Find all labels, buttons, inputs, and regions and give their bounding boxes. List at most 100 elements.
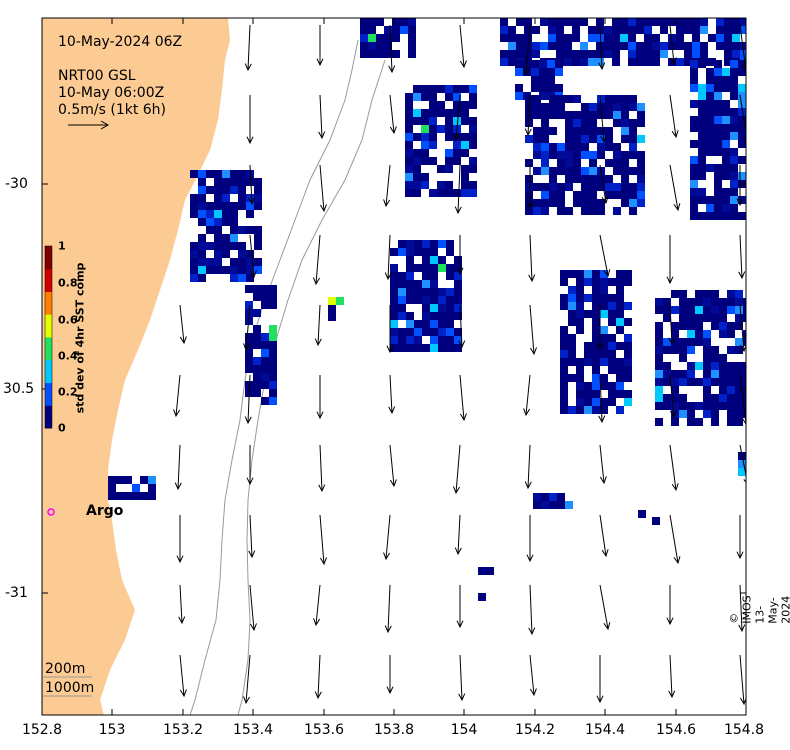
sst-cell [730,156,738,164]
sst-cell [684,50,692,58]
sst-cell [508,26,516,34]
sst-cell [406,240,414,248]
sst-cell [711,314,719,322]
sst-cell [608,334,616,342]
sst-cell [679,298,687,306]
sst-cell [730,108,738,116]
x-tick-153: 153 [98,722,126,738]
sst-cell [714,108,722,116]
sst-cell [613,111,621,119]
sst-cell [430,264,438,272]
sst-cell [198,178,206,186]
sst-cell [549,143,557,151]
sst-cell [687,410,695,418]
colorbar-tick-0.6: 0.6 [58,313,78,327]
current-arrow [599,584,609,630]
sst-cell [253,325,261,333]
sst-cell [453,85,461,93]
sst-cell [738,92,746,100]
sst-cell [592,294,600,302]
current-arrow-head [453,486,460,495]
sst-cell [695,314,703,322]
sst-cell [629,191,637,199]
sst-cell [548,42,556,50]
sst-cell [708,34,716,42]
sst-cell [703,306,711,314]
sst-cell [413,109,421,117]
sst-cell [655,338,663,346]
sst-cell [621,95,629,103]
sst-cell [568,334,576,342]
sst-cell [732,26,740,34]
sst-cell [679,322,687,330]
current-arrow-head [524,481,532,490]
sst-cell [690,76,698,84]
sst-cell [541,159,549,167]
contour-1000m-label: 1000m [45,680,95,696]
current-arrow [459,374,465,421]
sst-cell [413,181,421,189]
sst-cell [238,170,246,178]
sst-cell [438,312,446,320]
current-arrow [179,654,185,697]
sst-cell [596,50,604,58]
sst-cell [261,341,269,349]
sst-cell [652,517,660,525]
sst-cell [695,290,703,298]
sst-cell [560,390,568,398]
sst-cell [421,133,429,141]
sst-cell [261,301,269,309]
sst-cell [616,326,624,334]
sst-cell [700,18,708,26]
sst-cell [560,374,568,382]
sst-cell [608,350,616,358]
sst-cell [214,234,222,242]
sst-cell [580,42,588,50]
sst-cell [406,296,414,304]
current-arrow-head [248,197,256,206]
sst-cell [438,240,446,248]
sst-cell [405,157,413,165]
sst-cell [429,157,437,165]
x-tick-153.2: 153.2 [162,722,204,738]
sst-cell [722,68,730,76]
sst-cell [608,294,616,302]
sst-cell [413,173,421,181]
sst-cell [390,336,398,344]
sst-cell [116,492,124,500]
sst-cell [581,199,589,207]
sst-cell [589,199,597,207]
current-arrow [319,94,323,139]
sst-cell [714,68,722,76]
land-mass [42,18,230,715]
sst-cell [676,58,684,66]
sst-cell [253,357,261,365]
sst-cell [140,476,148,484]
sst-cell [429,85,437,93]
current-arrow-head [388,65,396,74]
sst-cell [698,164,706,172]
x-tick-154.4: 154.4 [584,722,626,738]
sst-cell [261,365,269,373]
sst-cell [613,103,621,111]
sst-cell [722,204,730,212]
sst-cell [637,183,645,191]
sst-cell [398,272,406,280]
sst-cell [588,26,596,34]
sst-cell [446,240,454,248]
colorbar-segment [45,359,52,383]
sst-cell [368,18,376,26]
sst-cell [437,165,445,173]
sst-cell [429,101,437,109]
sst-cell [414,264,422,272]
sst-cell [581,191,589,199]
sst-cell [722,100,730,108]
sst-cell [430,344,438,352]
current-arrow-head [596,695,604,704]
sst-cell [360,26,368,34]
sst-cell [604,26,612,34]
current-arrow [389,24,393,73]
sst-cell [592,326,600,334]
sst-cell [206,210,214,218]
sst-cell [539,60,547,68]
